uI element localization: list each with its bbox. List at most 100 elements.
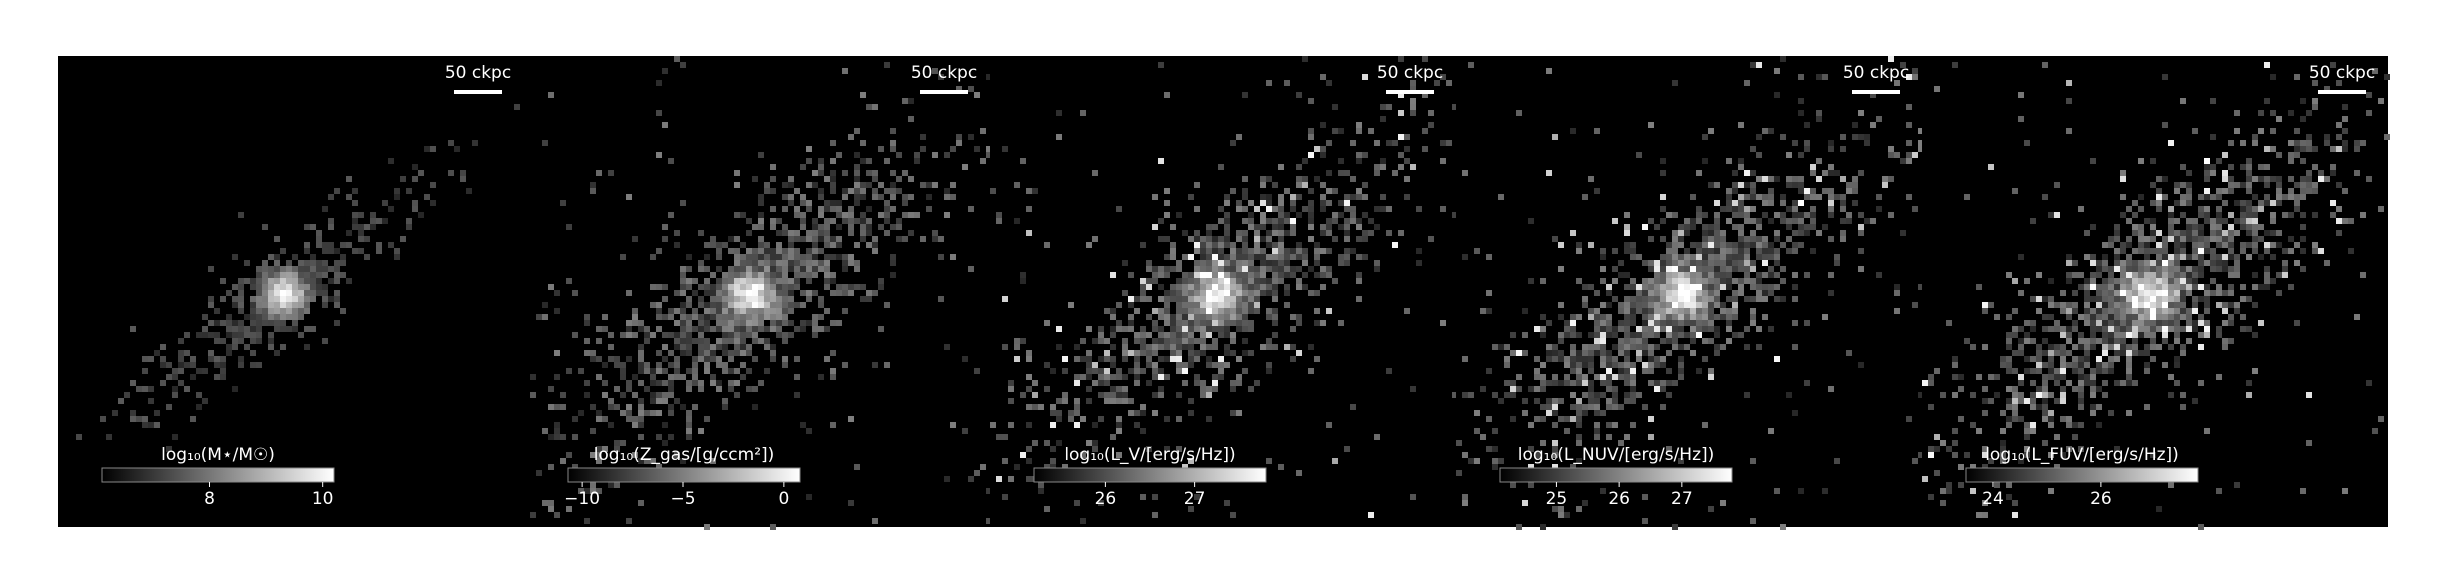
pixel	[668, 332, 674, 338]
pixel	[1744, 236, 1750, 242]
pixel	[680, 404, 686, 410]
pixel	[1140, 278, 1146, 284]
pixel	[830, 254, 836, 260]
pixel	[2060, 356, 2066, 362]
pixel	[1588, 398, 1594, 404]
pixel	[196, 404, 202, 410]
pixel	[2060, 452, 2066, 458]
pixel	[2330, 200, 2336, 206]
pixel	[1236, 134, 1242, 140]
pixel	[650, 458, 656, 464]
pixel	[1056, 410, 1062, 416]
pixel	[298, 284, 304, 290]
pixel	[1230, 296, 1236, 302]
pixel	[2168, 302, 2174, 308]
pixel	[806, 296, 812, 302]
pixel	[286, 260, 292, 266]
pixel	[704, 314, 710, 320]
pixel	[698, 344, 704, 350]
pixel	[274, 296, 280, 302]
pixel	[1648, 302, 1654, 308]
pixel	[710, 350, 716, 356]
pixel	[2180, 350, 2186, 356]
pixel	[752, 224, 758, 230]
pixel	[1314, 290, 1320, 296]
pixel	[1152, 344, 1158, 350]
pixel	[2228, 248, 2234, 254]
pixel	[2198, 236, 2204, 242]
pixel	[1284, 230, 1290, 236]
pixel	[1462, 356, 1468, 362]
pixel	[860, 236, 866, 242]
pixel	[2156, 320, 2162, 326]
pixel	[1654, 344, 1660, 350]
pixel	[2168, 260, 2174, 266]
pixel	[1272, 254, 1278, 260]
pixel	[1690, 302, 1696, 308]
pixel	[1714, 224, 1720, 230]
pixel	[2096, 326, 2102, 332]
pixel	[2252, 236, 2258, 242]
pixel	[1768, 428, 1774, 434]
pixel	[1726, 200, 1732, 206]
pixel	[1056, 326, 1062, 332]
pixel	[2330, 212, 2336, 218]
pixel	[298, 296, 304, 302]
pixel	[764, 290, 770, 296]
pixel	[280, 296, 286, 302]
pixel	[794, 236, 800, 242]
pixel	[752, 176, 758, 182]
pixel	[1732, 182, 1738, 188]
pixel	[836, 290, 842, 296]
pixel	[2228, 164, 2234, 170]
pixel	[1290, 194, 1296, 200]
pixel	[578, 488, 584, 494]
pixel	[1570, 464, 1576, 470]
pixel	[1648, 218, 1654, 224]
pixel	[2144, 302, 2150, 308]
pixel	[1080, 518, 1086, 524]
pixel	[1894, 284, 1900, 290]
pixel	[680, 320, 686, 326]
pixel	[256, 278, 262, 284]
pixel	[1134, 374, 1140, 380]
pixel	[668, 350, 674, 356]
pixel	[1594, 290, 1600, 296]
pixel	[1272, 230, 1278, 236]
pixel	[1762, 242, 1768, 248]
pixel	[1828, 272, 1834, 278]
pixel	[2102, 320, 2108, 326]
pixel	[334, 278, 340, 284]
pixel	[364, 236, 370, 242]
pixel	[944, 188, 950, 194]
pixel	[2042, 194, 2048, 200]
pixel	[2096, 386, 2102, 392]
pixel	[716, 254, 722, 260]
pixel	[1128, 320, 1134, 326]
pixel	[1510, 380, 1516, 386]
pixel	[2288, 152, 2294, 158]
pixel	[1350, 404, 1356, 410]
pixel	[448, 170, 454, 176]
pixel	[1858, 230, 1864, 236]
pixel	[2150, 182, 2156, 188]
pixel	[830, 206, 836, 212]
pixel	[1266, 344, 1272, 350]
pixel	[1876, 272, 1882, 278]
pixel	[1188, 356, 1194, 362]
pixel	[1804, 146, 1810, 152]
pixel	[1074, 374, 1080, 380]
pixel	[1218, 308, 1224, 314]
pixel	[2168, 212, 2174, 218]
pixel	[2036, 404, 2042, 410]
pixel	[274, 290, 280, 296]
pixel	[1648, 236, 1654, 242]
pixel	[1062, 398, 1068, 404]
pixel	[1104, 398, 1110, 404]
pixel	[656, 350, 662, 356]
pixel	[1846, 218, 1852, 224]
pixel	[2168, 224, 2174, 230]
pixel	[2240, 248, 2246, 254]
pixel	[1918, 452, 1924, 458]
pixel	[1242, 296, 1248, 302]
